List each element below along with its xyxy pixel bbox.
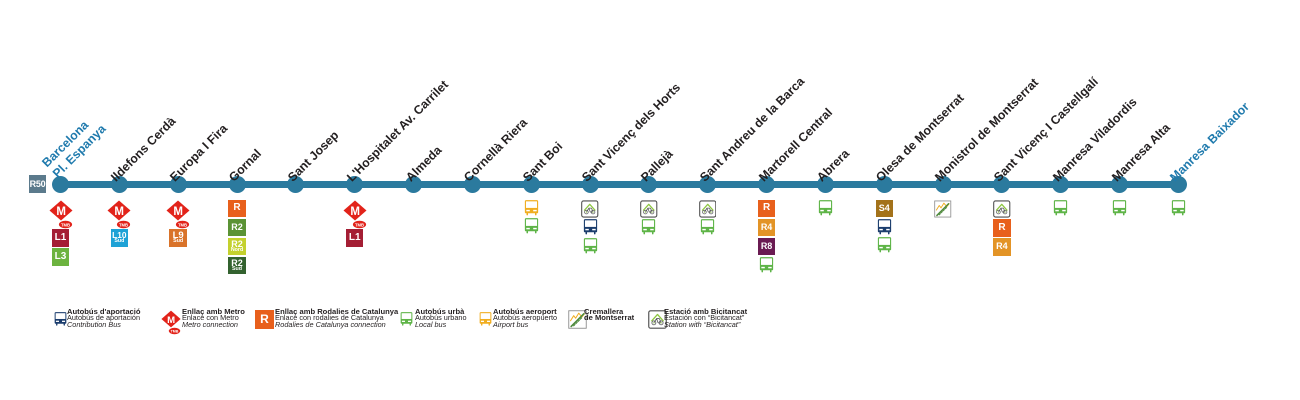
svg-text:TMB: TMB (355, 222, 364, 227)
svg-text:TMB: TMB (119, 222, 128, 227)
svg-text:TMB: TMB (60, 222, 69, 227)
svg-text:TMB: TMB (178, 222, 187, 227)
svg-text:TMB: TMB (171, 330, 179, 334)
